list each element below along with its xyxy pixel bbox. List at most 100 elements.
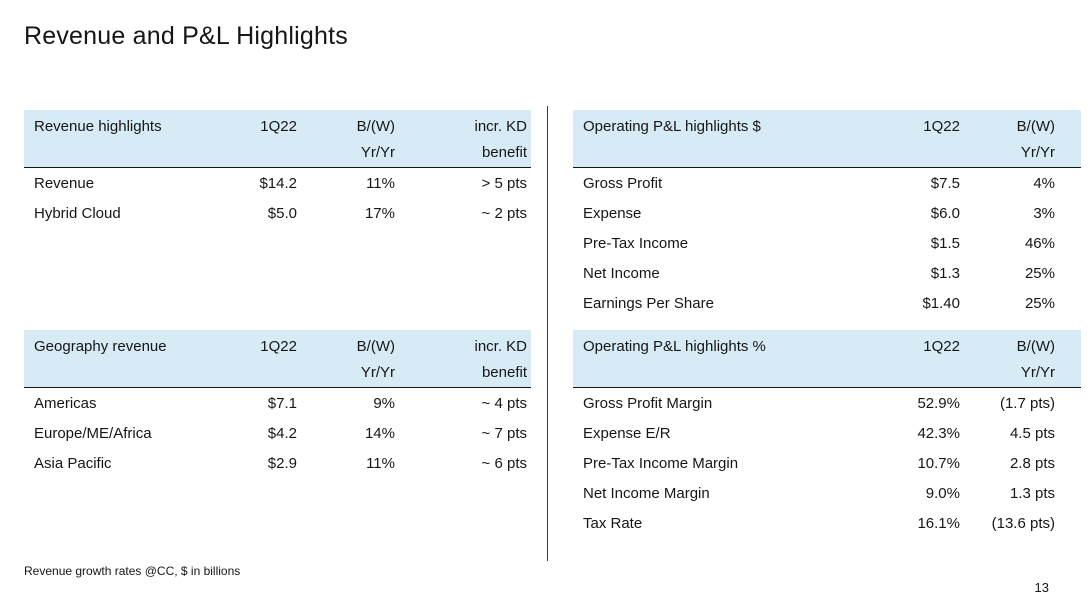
row-label: Hybrid Cloud xyxy=(34,204,121,222)
table-header-row: Geography revenue 1Q22 B/(W) incr. KD xyxy=(24,333,531,359)
table-title: Operating P&L highlights $ xyxy=(583,117,761,135)
table-row: Net Income $1.3 25% xyxy=(573,258,1081,288)
geography-revenue-table: Geography revenue 1Q22 B/(W) incr. KD Yr/Yr b… xyxy=(24,330,531,478)
table-body: Gross Profit $7.5 4% Expense $6.0 3% Pre-Tax I… xyxy=(573,168,1081,318)
table-header-row: Yr/Yr xyxy=(573,359,1081,385)
table-row: Earnings Per Share $1.40 25% xyxy=(573,288,1081,318)
cell-value: 42.3% xyxy=(917,424,960,442)
column-header: 1Q22 xyxy=(923,337,960,355)
cell-value: 10.7% xyxy=(917,454,960,472)
cell-value: 4% xyxy=(1033,174,1055,192)
column-header: B/(W) xyxy=(356,117,395,135)
cell-value: $1.3 xyxy=(930,264,960,282)
column-header: incr. KD xyxy=(474,117,527,135)
table-row: Europe/ME/Africa $4.2 14% ~ 7 pts xyxy=(24,418,531,448)
row-label: Net Income xyxy=(583,264,660,282)
cell-value: 25% xyxy=(1024,294,1055,312)
table-row: Expense $6.0 3% xyxy=(573,198,1081,228)
table-title: Revenue highlights xyxy=(34,117,162,135)
row-label: Pre-Tax Income Margin xyxy=(583,454,739,472)
table-header: Revenue highlights 1Q22 B/(W) incr. KD Yr/Yr… xyxy=(24,110,531,168)
cell-value: > 5 pts xyxy=(481,174,527,192)
row-label: Expense xyxy=(583,204,642,222)
column-header: B/(W) xyxy=(1016,337,1055,355)
footnote: Revenue growth rates @CC, $ in billions xyxy=(24,564,241,578)
table-header-row: Revenue highlights 1Q22 B/(W) incr. KD xyxy=(24,113,531,139)
row-label: Net Income Margin xyxy=(583,484,710,502)
cell-value: ~ 6 pts xyxy=(481,454,527,472)
table-header: Operating P&L highlights $ 1Q22 B/(W) Yr/Yr xyxy=(573,110,1081,168)
cell-value: 11% xyxy=(366,174,395,192)
row-label: Americas xyxy=(34,394,97,412)
row-label: Earnings Per Share xyxy=(583,294,714,312)
table-header-row: Operating P&L highlights $ 1Q22 B/(W) xyxy=(573,113,1081,139)
table-row: Pre-Tax Income $1.5 46% xyxy=(573,228,1081,258)
table-row: Tax Rate 16.1% (13.6 pts) xyxy=(573,508,1081,538)
column-header: B/(W) xyxy=(356,337,395,355)
table-body: Americas $7.1 9% ~ 4 pts Europe/ME/Africa $4.… xyxy=(24,388,531,478)
table-row: Expense E/R 42.3% 4.5 pts xyxy=(573,418,1081,448)
row-label: Tax Rate xyxy=(583,514,643,532)
operating-pl-percent-table: Operating P&L highlights % 1Q22 B/(W) Yr/Yr… xyxy=(573,330,1081,538)
cell-value: ~ 4 pts xyxy=(481,394,527,412)
cell-value: 17% xyxy=(364,204,395,222)
column-divider xyxy=(547,106,548,561)
table-title: Geography revenue xyxy=(34,337,167,355)
table-row: Revenue $14.2 11% > 5 pts xyxy=(24,168,531,198)
row-label: Expense E/R xyxy=(583,424,671,442)
column-subheader: Yr/Yr xyxy=(1020,143,1055,161)
table-header-row: Yr/Yr xyxy=(573,139,1081,165)
cell-value: 25% xyxy=(1024,264,1055,282)
row-label: Pre-Tax Income xyxy=(583,234,689,252)
cell-value: $14.2 xyxy=(259,174,297,192)
row-label: Europe/ME/Africa xyxy=(34,424,152,442)
table-header-row: Yr/Yr benefit xyxy=(24,359,531,385)
row-label: Gross Profit Margin xyxy=(583,394,713,412)
cell-value: ~ 2 pts xyxy=(481,204,527,222)
cell-value: (1.7 pts) xyxy=(999,394,1055,412)
row-label: Revenue xyxy=(34,174,95,192)
column-header: 1Q22 xyxy=(260,117,297,135)
cell-value: $5.0 xyxy=(267,204,297,222)
column-header: B/(W) xyxy=(1016,117,1055,135)
table-row: Pre-Tax Income Margin 10.7% 2.8 pts xyxy=(573,448,1081,478)
cell-value: $2.9 xyxy=(267,454,297,472)
row-label: Asia Pacific xyxy=(34,454,112,472)
column-header: 1Q22 xyxy=(260,337,297,355)
cell-value: $7.1 xyxy=(267,394,297,412)
table-row: Gross Profit Margin 52.9% (1.7 pts) xyxy=(573,388,1081,418)
cell-value: (13.6 pts) xyxy=(991,514,1055,532)
revenue-highlights-table: Revenue highlights 1Q22 B/(W) incr. KD Yr/Yr… xyxy=(24,110,531,228)
cell-value: 14% xyxy=(364,424,395,442)
cell-value: $4.2 xyxy=(267,424,297,442)
page-number: 13 xyxy=(1034,580,1049,595)
row-label: Gross Profit xyxy=(583,174,663,192)
cell-value: 1.3 pts xyxy=(1009,484,1055,502)
table-row: Hybrid Cloud $5.0 17% ~ 2 pts xyxy=(24,198,531,228)
column-header: incr. KD xyxy=(474,337,527,355)
table-header: Operating P&L highlights % 1Q22 B/(W) Yr/Yr xyxy=(573,330,1081,388)
table-body: Revenue $14.2 11% > 5 pts Hybrid Cloud $5.0 17… xyxy=(24,168,531,228)
table-header-row: Yr/Yr benefit xyxy=(24,139,531,165)
column-subheader: Yr/Yr xyxy=(360,363,395,381)
cell-value: $1.40 xyxy=(922,294,960,312)
cell-value: 3% xyxy=(1033,204,1055,222)
operating-pl-dollars-table: Operating P&L highlights $ 1Q22 B/(W) Yr/Yr… xyxy=(573,110,1081,318)
cell-value: $6.0 xyxy=(930,204,960,222)
page-title: Revenue and P&L Highlights xyxy=(24,22,348,50)
cell-value: 52.9% xyxy=(917,394,960,412)
cell-value: 2.8 pts xyxy=(1009,454,1055,472)
table-header-row: Operating P&L highlights % 1Q22 B/(W) xyxy=(573,333,1081,359)
cell-value: 16.1% xyxy=(917,514,960,532)
column-subheader: benefit xyxy=(481,143,527,161)
column-subheader: Yr/Yr xyxy=(360,143,395,161)
cell-value: 9% xyxy=(373,394,395,412)
cell-value: $7.5 xyxy=(930,174,960,192)
cell-value: 11% xyxy=(366,454,395,472)
cell-value: 46% xyxy=(1024,234,1055,252)
column-subheader: benefit xyxy=(481,363,527,381)
table-header: Geography revenue 1Q22 B/(W) incr. KD Yr/Yr b… xyxy=(24,330,531,388)
cell-value: ~ 7 pts xyxy=(481,424,527,442)
column-subheader: Yr/Yr xyxy=(1020,363,1055,381)
